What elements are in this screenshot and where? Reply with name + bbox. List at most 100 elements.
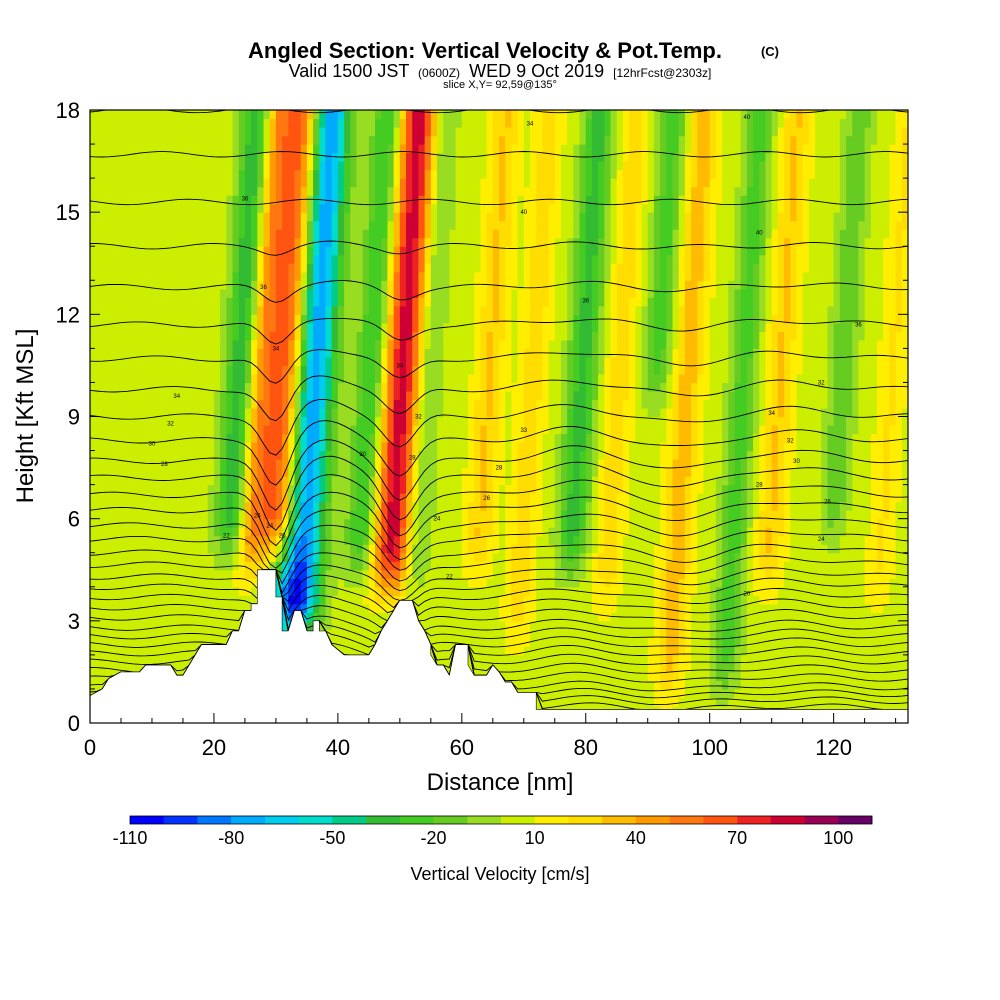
velocity-cell — [368, 484, 376, 494]
velocity-cell — [294, 246, 302, 256]
velocity-cell — [176, 552, 184, 562]
velocity-cell — [455, 305, 463, 315]
velocity-cell — [120, 195, 128, 205]
velocity-cell — [461, 569, 469, 579]
velocity-cell — [449, 348, 457, 358]
velocity-cell — [108, 399, 116, 409]
velocity-cell — [480, 297, 488, 307]
velocity-cell — [151, 229, 159, 239]
velocity-cell — [133, 365, 141, 375]
velocity-cell — [331, 399, 339, 409]
velocity-cell — [424, 552, 432, 562]
velocity-cell — [201, 237, 209, 247]
velocity-cell — [313, 229, 320, 239]
velocity-cell — [288, 365, 296, 375]
velocity-cell — [108, 654, 116, 664]
velocity-cell — [499, 339, 506, 349]
velocity-cell — [269, 356, 277, 367]
velocity-cell — [269, 152, 277, 162]
velocity-cell — [387, 314, 395, 324]
velocity-cell — [492, 322, 500, 332]
velocity-cell — [226, 578, 234, 588]
velocity-cell — [505, 552, 512, 562]
velocity-cell — [331, 297, 339, 307]
velocity-cell — [492, 552, 500, 562]
velocity-cell — [90, 612, 97, 622]
velocity-cell — [362, 390, 370, 401]
velocity-cell — [399, 144, 407, 154]
velocity-cell — [288, 195, 296, 205]
velocity-cell — [455, 518, 463, 528]
velocity-cell — [176, 152, 184, 162]
velocity-cell — [151, 246, 159, 256]
velocity-cell — [300, 152, 308, 162]
velocity-cell — [350, 382, 358, 392]
velocity-cell — [455, 127, 463, 137]
velocity-cell — [331, 254, 339, 264]
velocity-cell — [226, 144, 234, 154]
velocity-cell — [375, 152, 382, 162]
velocity-cell — [399, 118, 407, 128]
velocity-cell — [319, 127, 327, 137]
velocity-cell — [213, 322, 221, 332]
velocity-cell — [263, 501, 271, 511]
velocity-cell — [207, 220, 215, 230]
velocity-cell — [182, 654, 190, 664]
velocity-cell — [108, 433, 116, 443]
velocity-cell — [331, 476, 339, 486]
velocity-cell — [492, 620, 500, 630]
velocity-cell — [418, 569, 426, 579]
velocity-cell — [300, 365, 308, 375]
velocity-cell — [418, 425, 426, 435]
velocity-cell — [437, 135, 444, 145]
velocity-cell — [238, 195, 246, 205]
velocity-cell — [251, 331, 258, 341]
velocity-cell — [127, 484, 134, 494]
velocity-cell — [362, 467, 370, 477]
velocity-cell — [387, 416, 395, 426]
velocity-cell — [275, 459, 283, 469]
velocity-cell — [151, 425, 159, 435]
velocity-cell — [96, 390, 103, 401]
velocity-cell — [480, 365, 488, 375]
velocity-cell — [393, 169, 401, 179]
velocity-cell — [127, 237, 134, 247]
velocity-cell — [486, 203, 494, 213]
velocity-cell — [505, 501, 512, 511]
velocity-cell — [406, 229, 413, 239]
velocity-cell — [437, 365, 444, 375]
velocity-cell — [207, 493, 215, 503]
velocity-cell — [114, 305, 122, 315]
velocity-cell — [96, 442, 103, 452]
velocity-cell — [430, 493, 438, 503]
velocity-cell — [430, 620, 438, 630]
velocity-cell — [288, 169, 296, 179]
velocity-cell — [164, 280, 172, 290]
velocity-cell — [505, 450, 512, 460]
velocity-cell — [145, 212, 153, 222]
velocity-cell — [337, 425, 345, 435]
velocity-cell — [195, 305, 203, 315]
velocity-cell — [201, 552, 209, 562]
velocity-cell — [437, 603, 444, 613]
velocity-cell — [102, 620, 110, 630]
velocity-cell — [424, 416, 432, 426]
velocity-cell — [102, 237, 110, 247]
velocity-cell — [492, 493, 500, 503]
velocity-cell — [282, 178, 289, 188]
velocity-cell — [151, 331, 159, 341]
velocity-cell — [368, 331, 376, 341]
velocity-cell — [251, 416, 258, 426]
velocity-cell — [189, 612, 196, 622]
velocity-cell — [418, 339, 426, 349]
velocity-cell — [170, 178, 178, 188]
velocity-cell — [412, 254, 420, 264]
velocity-cell — [449, 544, 457, 554]
velocity-cell — [480, 535, 488, 545]
velocity-cell — [114, 271, 122, 281]
velocity-cell — [108, 629, 116, 639]
velocity-cell — [313, 144, 320, 154]
velocity-cell — [424, 518, 432, 528]
velocity-cell — [120, 578, 128, 588]
velocity-cell — [474, 654, 482, 664]
